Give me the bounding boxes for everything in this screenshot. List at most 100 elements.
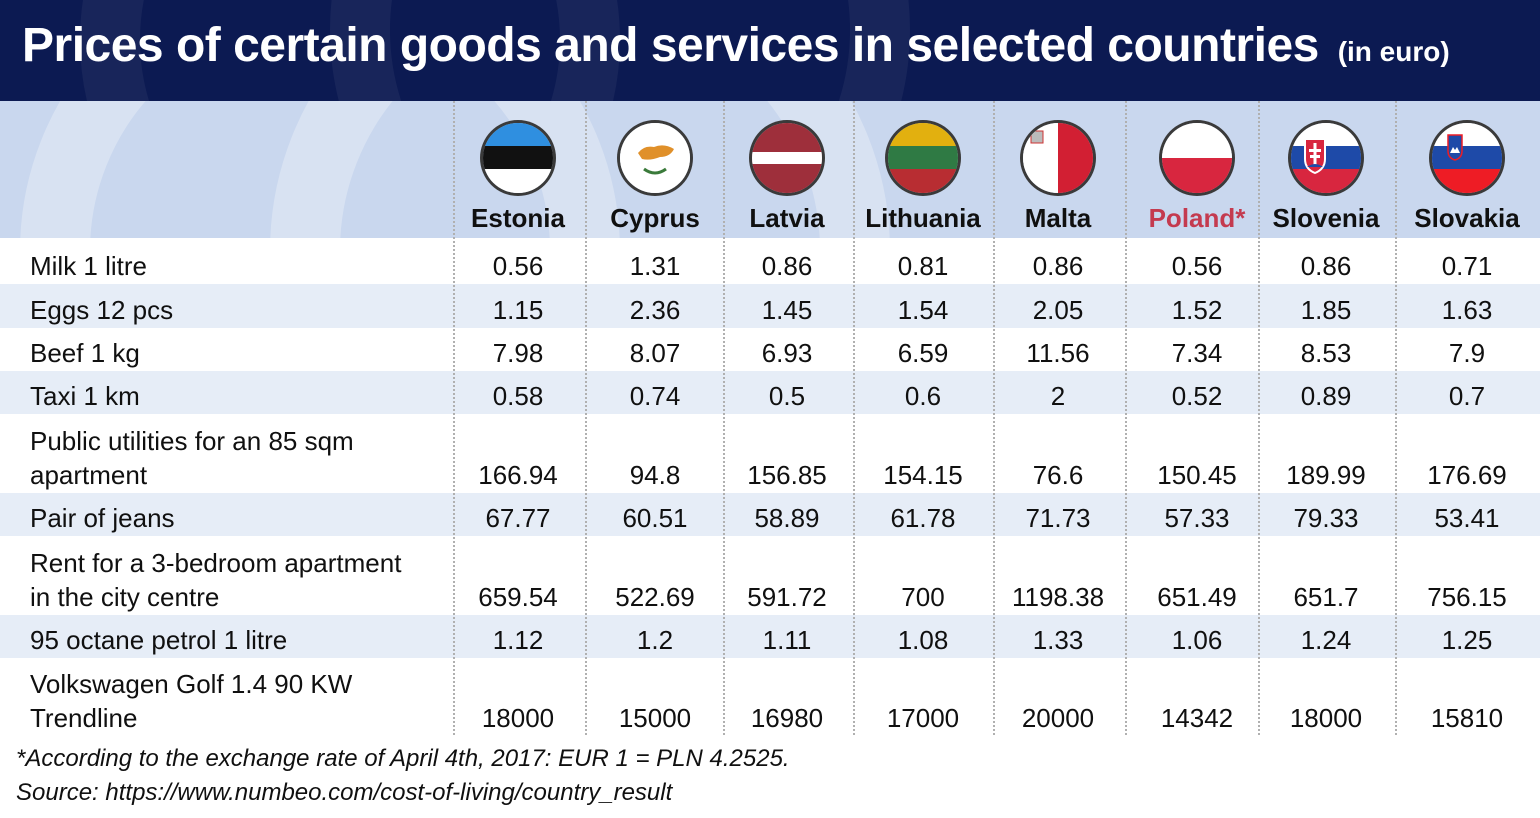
table-cell: 651.7 xyxy=(1293,582,1359,612)
column-divider xyxy=(1125,101,1127,735)
table-cell: 1.25 xyxy=(1441,625,1493,655)
table-cell: 189.99 xyxy=(1286,460,1366,490)
table-cell: 1.2 xyxy=(636,625,674,655)
row-label: 95 octane petrol 1 litre xyxy=(30,625,288,655)
chart-title: Prices of certain goods and services in … xyxy=(22,14,1450,84)
column-header: Slovenia xyxy=(1272,203,1380,233)
column-header: Cyprus xyxy=(610,203,700,233)
row-label: in the city centre xyxy=(30,582,220,612)
row-label: Rent for a 3-bedroom apartment xyxy=(30,548,402,578)
table-cell: 7.34 xyxy=(1171,338,1223,368)
table-cell: 58.89 xyxy=(754,503,820,533)
table-cell: 1.11 xyxy=(762,625,812,655)
table-row: Beef 1 kg 7.98 8.07 6.93 6.59 11.56 7.34 8.53 7.… xyxy=(0,328,1540,371)
table-cell: 1.52 xyxy=(1171,295,1223,325)
title-text: Prices of certain goods and services in … xyxy=(22,19,1319,72)
estonia-flag-icon xyxy=(483,123,553,193)
table-cell: 18000 xyxy=(481,703,555,733)
table-cell: 1.15 xyxy=(492,295,544,325)
row-label: Beef 1 kg xyxy=(30,338,140,368)
table-cell: 0.74 xyxy=(629,381,681,411)
table-cell: 1.45 xyxy=(761,295,813,325)
table-cell: 700 xyxy=(901,582,945,612)
table-cell: 0.86 xyxy=(761,251,813,281)
column-header: Malta xyxy=(1024,203,1092,233)
table-cell: 1.54 xyxy=(897,295,949,325)
table-cell: 0.56 xyxy=(492,251,544,281)
table-cell: 1.08 xyxy=(897,625,949,655)
table-cell: 2.05 xyxy=(1032,295,1084,325)
row-label: Trendline xyxy=(30,703,138,733)
column-divider xyxy=(993,101,995,735)
column-divider xyxy=(453,101,455,735)
table-cell: 16980 xyxy=(750,703,824,733)
table-row: Eggs 12 pcs 1.15 2.36 1.45 1.54 2.05 1.52 1.85 1… xyxy=(0,284,1540,328)
table-cell: 0.56 xyxy=(1171,251,1223,281)
table-cell: 0.5 xyxy=(768,381,806,411)
table-cell: 166.94 xyxy=(478,460,558,490)
table-cell: 0.86 xyxy=(1300,251,1352,281)
column-divider xyxy=(1395,101,1397,735)
table-cell: 756.15 xyxy=(1427,582,1507,612)
table-cell: 0.71 xyxy=(1441,251,1493,281)
table-cell: 1.24 xyxy=(1300,625,1352,655)
table-cell: 1.85 xyxy=(1300,295,1352,325)
table-cell: 2 xyxy=(1050,381,1066,411)
column-header: Estonia xyxy=(471,203,565,233)
slovakia-flag-icon xyxy=(1291,123,1361,193)
table-cell: 154.15 xyxy=(883,460,963,490)
table-cell: 1.31 xyxy=(629,251,681,281)
malta-flag-icon xyxy=(1023,123,1093,193)
table-cell: 1.33 xyxy=(1032,625,1084,655)
row-label: Volkswagen Golf 1.4 90 KW xyxy=(30,669,353,699)
table-cell: 0.89 xyxy=(1300,381,1352,411)
slovenia-flag-icon xyxy=(1432,123,1502,193)
title-bar: Prices of certain goods and services in … xyxy=(0,0,1540,101)
table-cell: 1198.38 xyxy=(1011,582,1105,612)
column-header: Poland* xyxy=(1148,203,1246,233)
table-cell: 17000 xyxy=(886,703,960,733)
table-row: Volkswagen Golf 1.4 90 KW Trendline 18000 1… xyxy=(0,658,1540,736)
column-divider xyxy=(723,101,725,735)
row-label: Milk 1 litre xyxy=(30,251,148,281)
table-cell: 94.8 xyxy=(629,460,681,490)
table-cell: 2.36 xyxy=(629,295,681,325)
title-unit: (in euro) xyxy=(1337,36,1450,67)
table-cell: 14342 xyxy=(1160,703,1234,733)
footnote-exchange-rate: *According to the exchange rate of April… xyxy=(16,745,790,772)
table-cell: 522.69 xyxy=(615,582,695,612)
table-cell: 11.56 xyxy=(1026,338,1090,368)
table-cell: 18000 xyxy=(1289,703,1363,733)
table-cell: 60.51 xyxy=(622,503,688,533)
row-label: Pair of jeans xyxy=(30,503,175,533)
row-label: apartment xyxy=(30,460,148,490)
table-cell: 156.85 xyxy=(747,460,827,490)
table-row: Taxi 1 km 0.58 0.74 0.5 0.6 2 0.52 0.89 0.7 xyxy=(0,371,1540,414)
table-cell: 8.53 xyxy=(1300,338,1352,368)
table-cell: 1.63 xyxy=(1441,295,1493,325)
table-row: Public utilities for an 85 sqm apartment 1… xyxy=(0,414,1540,493)
table-cell: 0.7 xyxy=(1448,381,1486,411)
watermark-circle xyxy=(330,0,910,101)
column-header: Lithuania xyxy=(865,203,981,233)
table-cell: 7.98 xyxy=(492,338,544,368)
table-cell: 0.52 xyxy=(1171,381,1223,411)
column-header: Latvia xyxy=(749,203,825,233)
table-cell: 651.49 xyxy=(1157,582,1237,612)
cyprus-flag-icon xyxy=(620,123,690,193)
table-cell: 0.58 xyxy=(492,381,544,411)
column-divider xyxy=(1258,101,1260,735)
table-row: 95 octane petrol 1 litre 1.12 1.2 1.11 1.08 1… xyxy=(0,615,1540,658)
table-cell: 176.69 xyxy=(1427,460,1507,490)
table-cell: 0.86 xyxy=(1032,251,1084,281)
table-cell: 15000 xyxy=(618,703,692,733)
table-cell: 71.73 xyxy=(1025,503,1091,533)
table-row: Rent for a 3-bedroom apartment in the cit… xyxy=(0,536,1540,615)
table-cell: 150.45 xyxy=(1157,460,1237,490)
table-cell: 67.77 xyxy=(485,503,551,533)
footnote-source: Source: https://www.numbeo.com/cost-of-l… xyxy=(16,779,673,806)
table-cell: 7.9 xyxy=(1448,338,1486,368)
lithuania-flag-icon xyxy=(888,123,958,193)
table-cell: 0.6 xyxy=(904,381,942,411)
row-label: Taxi 1 km xyxy=(30,381,140,411)
